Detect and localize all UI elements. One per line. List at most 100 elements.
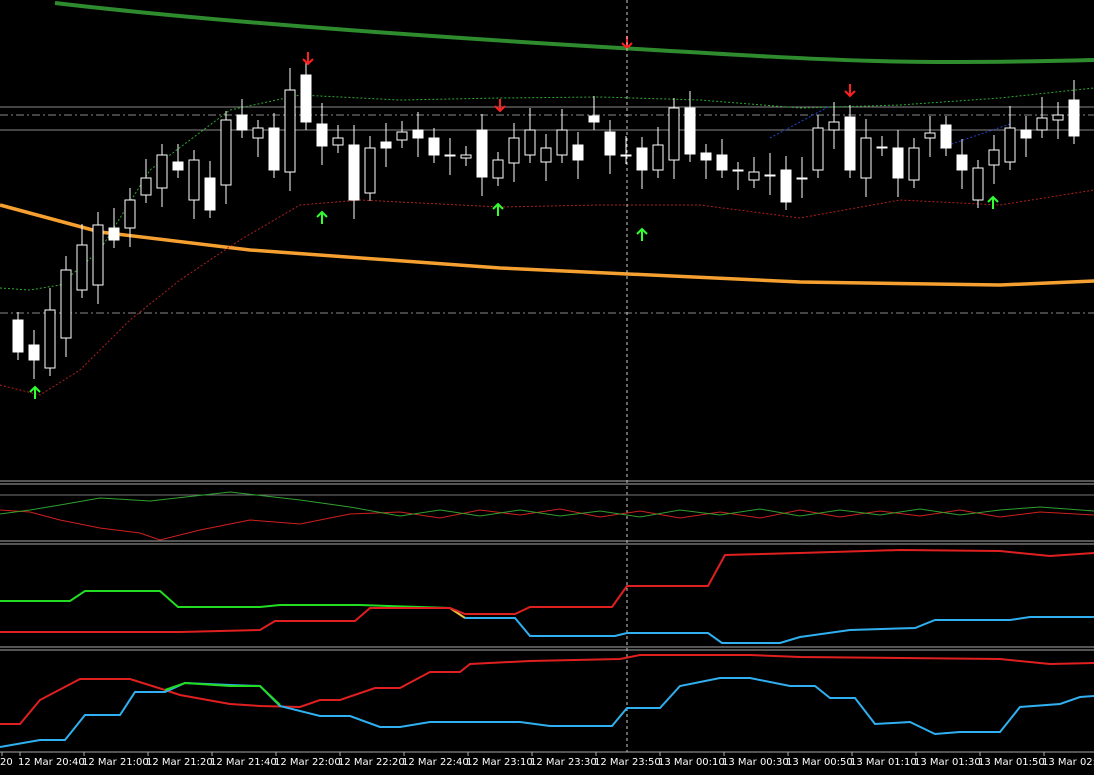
time-label: 12 Mar 23:10 [466,757,533,768]
trend-line-blue [465,616,1094,644]
time-label: 12 Mar 20:40 [18,757,85,768]
candle-body [284,89,296,173]
candle-body [60,269,72,339]
time-label: 12 Mar 22:20 [338,757,405,768]
candle-body [636,147,648,171]
candle-body [124,199,136,229]
candle-body [492,159,504,179]
candle-body [236,114,248,131]
buy-arrow [636,227,648,241]
candle-body [172,161,184,171]
candle-body [12,319,24,353]
time-label: 13 Mar 00:10 [658,757,725,768]
candle-body [540,147,552,163]
candle-body [908,147,920,181]
candle-body [508,137,520,164]
candle-body [396,131,408,141]
candle-body [828,121,840,131]
candle-body [412,129,424,139]
trend-line-red [0,548,1094,633]
signal-trail [769,105,1011,149]
candle-body [764,174,776,177]
candle-body [76,244,88,291]
sell-arrow [844,84,856,98]
time-label: 12 Mar 21:40 [210,757,277,768]
candle-body [956,154,968,171]
time-label: 12 Mar 22:40 [402,757,469,768]
time-label: 13 Mar 00:30 [722,757,789,768]
oscillator-green [0,491,1094,518]
time-label: 20 [0,757,13,768]
time-label: 13 Mar 01:10 [850,757,917,768]
candle-body [876,146,888,149]
candle-body [892,147,904,179]
candle-body [460,154,472,159]
candle-body [332,137,344,146]
oscillator-red [0,508,1094,541]
candle-body [1052,114,1064,121]
candle-body [140,177,152,196]
candle-body [972,167,984,201]
candle-body [924,132,936,139]
time-label: 13 Mar 01:50 [978,757,1045,768]
candle-body [1020,129,1032,139]
buy-arrow [987,195,999,209]
candle-body [220,119,232,186]
time-label: 12 Mar 23:30 [530,757,597,768]
candle-body [28,344,40,361]
buy-arrow [29,385,41,399]
candle-body [156,154,168,189]
time-label: 12 Mar 23:50 [594,757,661,768]
trend-line-blue [0,677,1094,748]
candle-body [44,309,56,369]
candle-body [364,147,376,194]
candle-body [300,74,312,123]
moving-average-slow [54,1,1094,65]
candle-body [684,107,696,155]
candle-body [700,152,712,161]
buy-arrow [492,202,504,216]
candle-body [476,129,488,178]
candle-body [1036,117,1048,131]
signal-arrows [29,36,999,399]
candle-body [316,123,328,147]
candle-body [108,227,120,241]
trend-line-green [0,590,451,609]
candle-body [732,169,744,172]
candle-body [1004,127,1016,163]
lower-band [0,189,1094,396]
candle-body [252,127,264,139]
buy-arrow [316,210,328,224]
candle-body [92,224,104,286]
candle-body [572,144,584,161]
trend-line-green [164,681,281,706]
candle-body [348,144,360,201]
candle-body [428,137,440,156]
time-label: 12 Mar 22:00 [274,757,341,768]
candle-body [588,115,600,123]
candle-body [1068,99,1080,137]
time-label: 13 Mar 01:30 [914,757,981,768]
time-label: 12 Mar 21:20 [146,757,213,768]
candle-body [204,177,216,211]
time-label: 13 Mar 02:10 [1042,757,1094,768]
trend-line-red [0,654,1094,725]
candle-body [940,124,952,149]
candle-body [524,129,536,156]
candle-body [188,159,200,201]
candles [12,61,1080,379]
candle-body [652,144,664,171]
candle-body [620,154,632,157]
candle-body [668,107,680,161]
candle-body [604,131,616,156]
time-label: 12 Mar 21:00 [82,757,149,768]
candle-body [380,141,392,149]
candle-body [988,149,1000,166]
candle-body [748,171,760,181]
time-label: 13 Mar 00:50 [786,757,853,768]
candle-body [844,116,856,171]
sell-arrow [302,52,314,66]
